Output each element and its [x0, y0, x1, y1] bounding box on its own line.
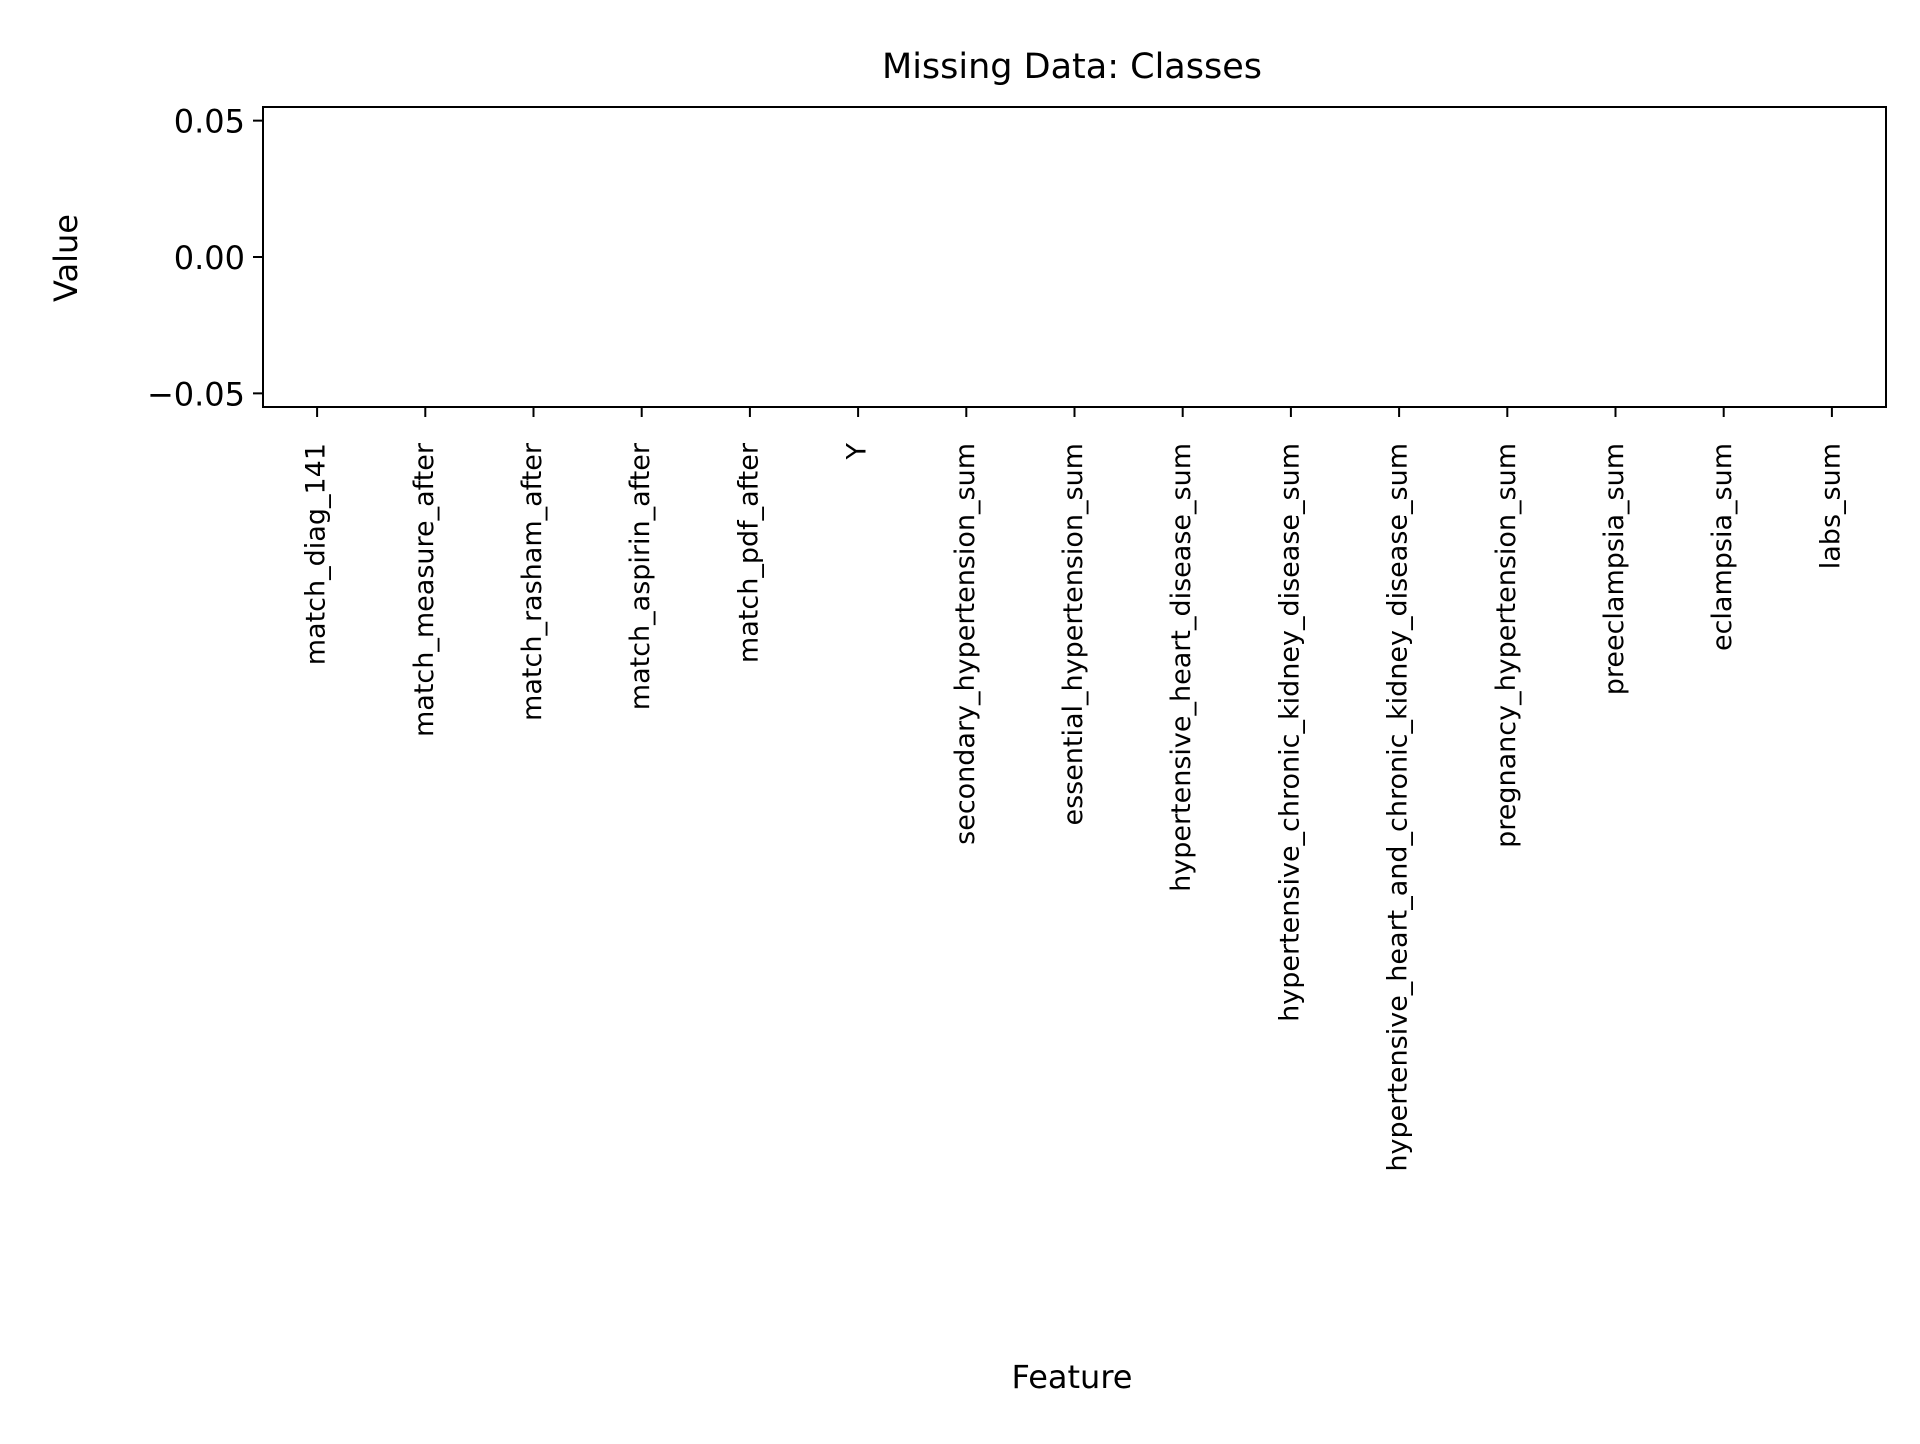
x-tick-label: hypertensive_chronic_kidney_disease_sum	[1274, 443, 1305, 1022]
x-tick-label: essential_hypertension_sum	[1058, 443, 1089, 826]
x-tick-label: match_rasham_after	[517, 442, 548, 721]
x-tick-label: match_diag_141	[301, 443, 332, 665]
x-tick-label: Y	[842, 443, 873, 461]
chart-title: Missing Data: Classes	[882, 47, 1262, 87]
x-tick-label: preeclampsia_sum	[1599, 443, 1630, 695]
x-tick-label: pregnancy_hypertension_sum	[1491, 443, 1522, 848]
x-tick-label: eclampsia_sum	[1707, 443, 1738, 651]
x-tick-label: secondary_hypertension_sum	[950, 443, 981, 845]
y-tick-label: 0.05	[174, 103, 245, 141]
x-tick-label: match_measure_after	[409, 442, 440, 737]
x-tick-label: hypertensive_heart_disease_sum	[1166, 443, 1197, 892]
x-tick-label: labs_sum	[1815, 443, 1846, 569]
x-tick-label: match_aspirin_after	[625, 442, 656, 710]
y-axis-label: Value	[47, 214, 85, 302]
plot-area-frame	[262, 106, 1887, 408]
y-tick-label: −0.05	[147, 375, 245, 413]
x-tick-label: hypertensive_heart_and_chronic_kidney_di…	[1383, 443, 1414, 1172]
x-axis-ticks: match_diag_141 match_measure_after match_r…	[301, 407, 1846, 1172]
x-tick-label: match_pdf_after	[733, 442, 764, 663]
x-axis-label: Feature	[1012, 1358, 1133, 1396]
y-axis-ticks: −0.05 0.00 0.05	[147, 103, 263, 413]
y-tick-label: 0.00	[174, 239, 245, 277]
